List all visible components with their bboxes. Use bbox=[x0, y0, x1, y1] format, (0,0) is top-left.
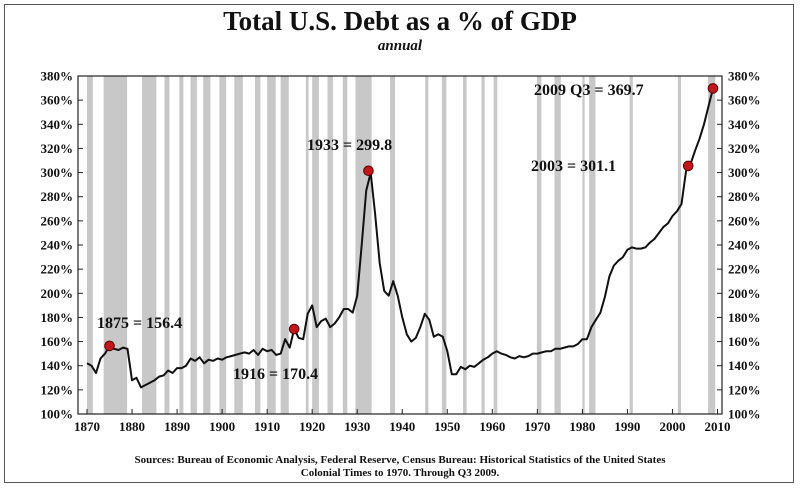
recession-band bbox=[425, 76, 429, 414]
y-tick-label-left: 360% bbox=[41, 93, 74, 108]
recession-band bbox=[141, 76, 157, 414]
y-tick-label-right: 240% bbox=[728, 238, 761, 253]
recession-band bbox=[493, 76, 498, 414]
recession-band bbox=[390, 76, 396, 414]
y-tick-label-right: 120% bbox=[728, 382, 761, 397]
y-tick-label-right: 280% bbox=[728, 189, 761, 204]
y-tick-label-left: 320% bbox=[41, 141, 74, 156]
recession-band bbox=[582, 76, 585, 414]
y-tick-label-right: 340% bbox=[728, 117, 761, 132]
recession-band bbox=[536, 76, 542, 414]
recession-band bbox=[441, 76, 447, 414]
recession-band bbox=[203, 76, 211, 414]
recession-band bbox=[342, 76, 348, 414]
y-tick-label-left: 300% bbox=[41, 165, 74, 180]
y-tick-label-right: 300% bbox=[728, 165, 761, 180]
highlight-point bbox=[707, 83, 719, 94]
x-tick-label: 1890 bbox=[164, 419, 190, 434]
x-tick-label: 1910 bbox=[254, 419, 280, 434]
chart-subtitle: annual bbox=[377, 38, 423, 54]
y-tick-label-left: 180% bbox=[41, 310, 74, 325]
recession-band bbox=[234, 76, 243, 414]
annotation-label: 1875 = 156.4 bbox=[97, 315, 182, 332]
y-tick-label-right: 100% bbox=[728, 407, 761, 422]
annotation-label: 1933 = 299.8 bbox=[307, 137, 392, 154]
recession-band bbox=[708, 76, 716, 414]
y-tick-label-left: 100% bbox=[41, 407, 74, 422]
y-tick-label-left: 380% bbox=[41, 69, 74, 84]
recession-band bbox=[219, 76, 227, 414]
x-tick-label: 1930 bbox=[344, 419, 370, 434]
y-tick-label-right: 260% bbox=[728, 213, 761, 228]
source-note-line1: Sources: Bureau of Economic Analysis, Fe… bbox=[134, 454, 666, 466]
annotation-label: 1916 = 170.4 bbox=[233, 366, 318, 383]
plot-area bbox=[77, 75, 723, 415]
y-tick-label-right: 360% bbox=[728, 93, 761, 108]
chart-frame bbox=[4, 4, 794, 483]
annotation-label: 2009 Q3 = 369.7 bbox=[534, 82, 644, 99]
recession-band bbox=[254, 76, 261, 414]
y-tick-label-left: 280% bbox=[41, 189, 74, 204]
y-tick-label-right: 140% bbox=[728, 358, 761, 373]
x-tick-label: 2010 bbox=[704, 419, 730, 434]
y-tick-label-left: 200% bbox=[41, 286, 74, 301]
recession-band bbox=[280, 76, 289, 414]
recession-band bbox=[481, 76, 485, 414]
recession-band bbox=[312, 76, 319, 414]
annotation-label: 2003 = 301.1 bbox=[531, 158, 616, 175]
highlight-point bbox=[288, 323, 300, 335]
x-tick-label: 1960 bbox=[479, 419, 505, 434]
y-tick-label-left: 160% bbox=[41, 334, 74, 349]
highlight-point bbox=[104, 340, 115, 352]
x-tick-label: 1870 bbox=[74, 419, 100, 434]
recession-band bbox=[267, 76, 276, 414]
y-tick-label-left: 220% bbox=[41, 262, 74, 277]
source-note-line2: Colonial Times to 1970. Through Q3 2009. bbox=[300, 467, 500, 479]
x-tick-label: 1970 bbox=[524, 419, 550, 434]
x-tick-label: 1900 bbox=[209, 419, 235, 434]
recession-band bbox=[305, 76, 309, 414]
recession-band bbox=[677, 76, 682, 414]
recession-band bbox=[190, 76, 197, 414]
y-tick-label-right: 380% bbox=[728, 69, 761, 84]
recession-band bbox=[327, 76, 333, 414]
recession-band bbox=[554, 76, 561, 414]
y-tick-label-right: 180% bbox=[728, 310, 761, 325]
recession-band bbox=[463, 76, 467, 414]
debt-gdp-line bbox=[86, 88, 714, 389]
x-tick-label: 2000 bbox=[659, 419, 685, 434]
recession-band bbox=[103, 76, 128, 414]
y-tick-label-left: 260% bbox=[41, 213, 74, 228]
x-tick-label: 1990 bbox=[614, 419, 640, 434]
y-tick-label-left: 340% bbox=[41, 117, 74, 132]
y-tick-label-right: 200% bbox=[728, 286, 761, 301]
x-tick-label: 1980 bbox=[569, 419, 595, 434]
y-tick-label-left: 140% bbox=[41, 358, 74, 373]
recession-band bbox=[87, 76, 93, 414]
y-tick-label-right: 320% bbox=[728, 141, 761, 156]
recession-band bbox=[355, 76, 372, 414]
recession-band bbox=[589, 76, 596, 414]
highlight-point bbox=[682, 160, 694, 172]
y-tick-label-right: 160% bbox=[728, 334, 761, 349]
highlight-point bbox=[363, 165, 374, 177]
y-tick-label-left: 240% bbox=[41, 238, 74, 253]
x-tick-label: 1920 bbox=[299, 419, 325, 434]
recession-band bbox=[629, 76, 633, 414]
chart-title: Total U.S. Debt as a % of GDP bbox=[223, 6, 577, 36]
x-tick-label: 1950 bbox=[434, 419, 460, 434]
recession-band bbox=[164, 76, 170, 414]
y-tick-label-left: 120% bbox=[41, 382, 74, 397]
x-tick-label: 1940 bbox=[389, 419, 415, 434]
recession-band bbox=[179, 76, 184, 414]
x-tick-label: 1880 bbox=[119, 419, 145, 434]
y-tick-label-right: 220% bbox=[728, 262, 761, 277]
